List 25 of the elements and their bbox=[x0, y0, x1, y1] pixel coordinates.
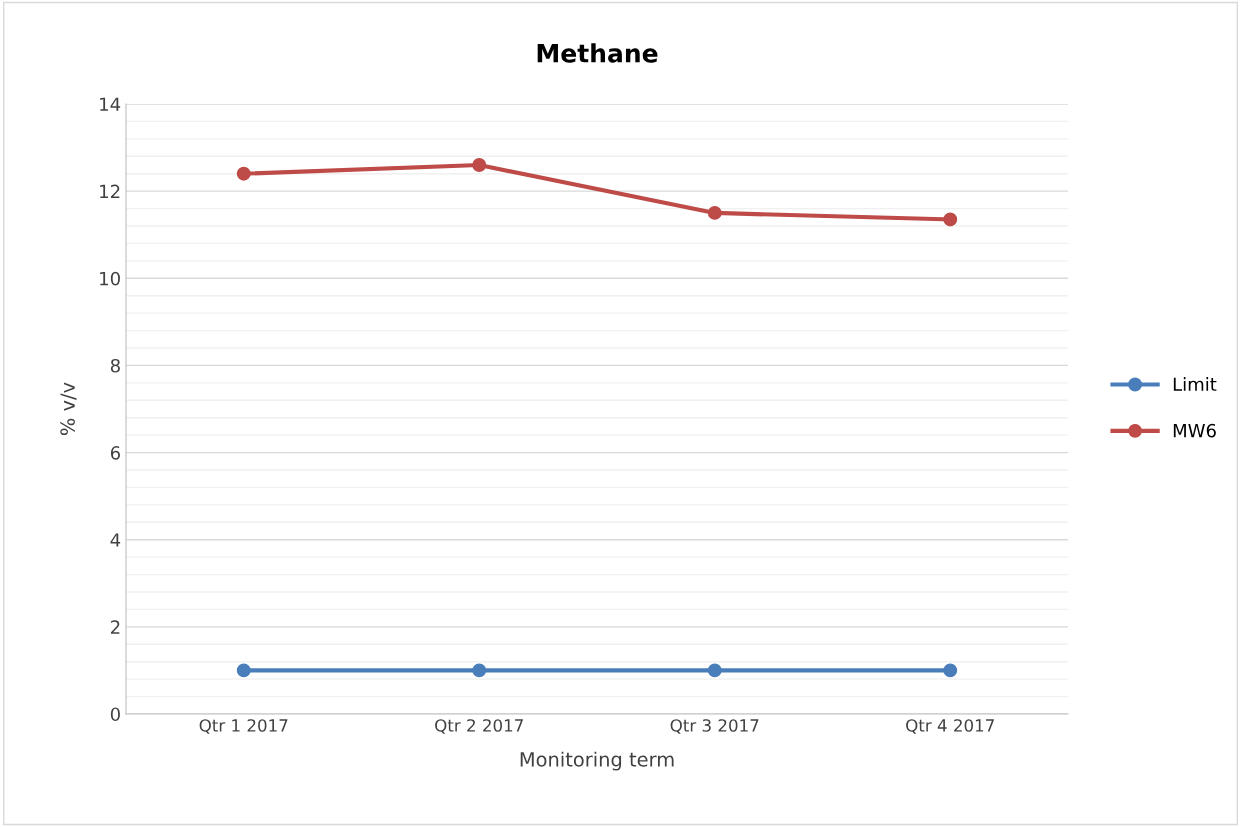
point bbox=[707, 205, 722, 220]
y-tick-label: 14 bbox=[100, 97, 121, 111]
x-tick-label: Qtr 3 2017 bbox=[670, 719, 759, 734]
y-tick-label: 4 bbox=[110, 533, 121, 547]
legend-label: Limit bbox=[1173, 377, 1217, 391]
y-tick-label: 2 bbox=[110, 620, 120, 634]
y-axis-title: % v/v bbox=[60, 382, 77, 436]
point bbox=[943, 212, 958, 227]
y-tick-label: 8 bbox=[110, 358, 120, 373]
legend-label: MW6 bbox=[1173, 423, 1216, 438]
x-axis-title: Monitoring term bbox=[520, 751, 674, 771]
point bbox=[236, 166, 251, 181]
y-tick-label: 12 bbox=[100, 184, 120, 198]
x-tick-label: Qtr 4 2017 bbox=[906, 719, 994, 734]
y-tick-label: 0 bbox=[110, 707, 120, 722]
point bbox=[943, 663, 958, 678]
point bbox=[472, 663, 487, 678]
y-tick-label: 10 bbox=[100, 271, 120, 286]
x-tick-label: Qtr 1 2017 bbox=[199, 719, 288, 734]
point bbox=[472, 158, 487, 172]
y-tick-label: 6 bbox=[110, 446, 120, 460]
chart-title: Methane bbox=[537, 43, 658, 63]
point bbox=[236, 663, 251, 678]
x-tick-label: Qtr 2 2017 bbox=[435, 719, 523, 734]
point bbox=[707, 663, 722, 678]
